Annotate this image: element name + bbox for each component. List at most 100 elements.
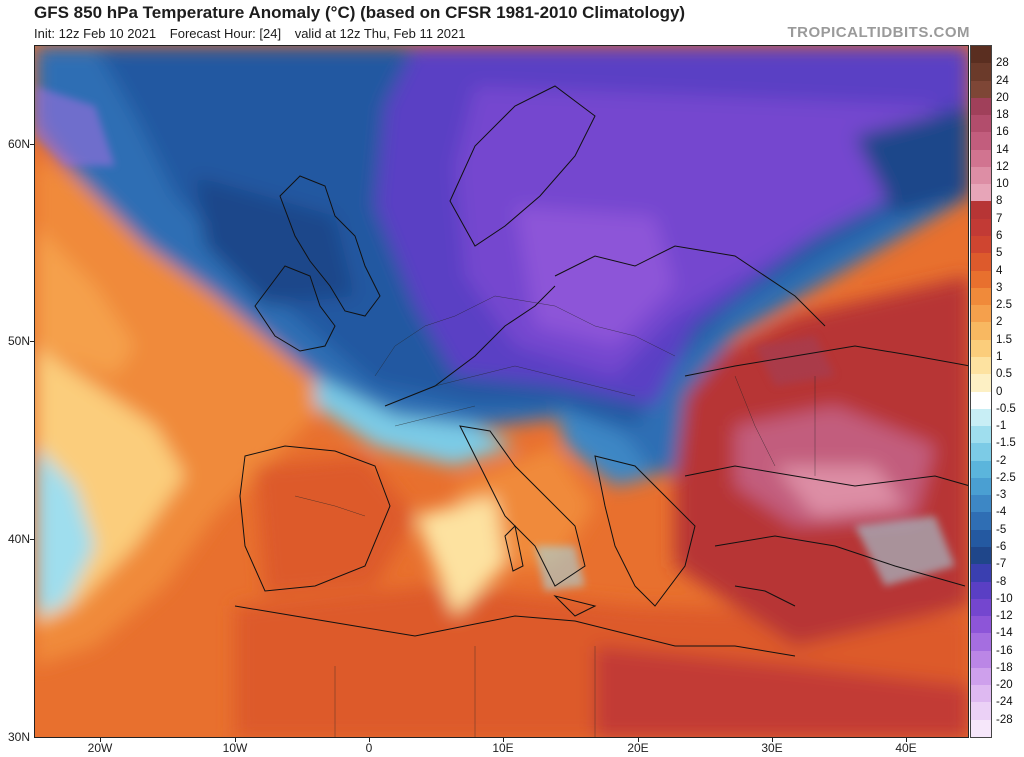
colorbar-cell bbox=[971, 132, 991, 151]
colorbar-cell bbox=[971, 702, 991, 721]
colorbar-label: -4 bbox=[996, 506, 1007, 519]
lon-label-10w: 10W bbox=[222, 741, 248, 755]
colorbar-cell bbox=[971, 236, 991, 254]
lat-tick bbox=[30, 539, 35, 540]
lon-label-20w: 20W bbox=[87, 741, 113, 755]
colorbar-cell bbox=[971, 529, 991, 548]
colorbar-cell bbox=[971, 287, 991, 306]
colorbar-label: 0.5 bbox=[996, 368, 1012, 381]
site-brand: TROPICALTIDBITS.COM bbox=[787, 24, 970, 41]
colorbar-label: 28 bbox=[996, 57, 1009, 70]
colorbar-cell bbox=[971, 305, 991, 323]
lat-label-60n: 60N bbox=[7, 137, 30, 151]
colorbar-label: -6 bbox=[996, 540, 1007, 553]
colorbar-label: -12 bbox=[996, 610, 1013, 623]
lon-tick bbox=[638, 738, 639, 742]
colorbar-label: 4 bbox=[996, 264, 1003, 277]
colorbar-cell bbox=[971, 477, 991, 496]
colorbar-label: -7 bbox=[996, 558, 1007, 571]
lon-label-0: 0 bbox=[365, 741, 373, 755]
colorbar-cell bbox=[971, 667, 991, 686]
lon-tick bbox=[100, 738, 101, 742]
anomaly-field bbox=[35, 46, 968, 737]
colorbar-cell bbox=[971, 63, 991, 82]
lat-tick bbox=[30, 144, 35, 145]
lon-tick bbox=[369, 738, 370, 742]
borders bbox=[294, 295, 816, 737]
lat-label-50n: 50N bbox=[7, 334, 30, 348]
valid-time: valid at 12z Thu, Feb 11 2021 bbox=[294, 26, 466, 41]
colorbar-label: -24 bbox=[996, 696, 1013, 709]
lat-tick bbox=[30, 341, 35, 342]
colorbar-label: 12 bbox=[996, 160, 1009, 173]
map-subtitle: Init: 12z Feb 10 2021 Forecast Hour: [24… bbox=[34, 26, 476, 41]
colorbar-cell bbox=[971, 322, 991, 341]
colorbar-cell bbox=[971, 546, 991, 565]
colorbar-cell bbox=[971, 616, 991, 634]
colorbar-label: -28 bbox=[996, 713, 1013, 726]
colorbar-cell bbox=[971, 184, 991, 202]
colorbar-cell bbox=[971, 46, 991, 64]
colorbar-cell bbox=[971, 443, 991, 462]
colorbar-cell bbox=[971, 115, 991, 133]
anomaly-map bbox=[34, 45, 969, 738]
colorbar-label: -1.5 bbox=[996, 437, 1016, 450]
colorbar-cell bbox=[971, 356, 991, 375]
colorbar-cell bbox=[971, 339, 991, 358]
colorbar-label: 5 bbox=[996, 247, 1003, 260]
colorbar-cell bbox=[971, 460, 991, 479]
lon-tick bbox=[772, 738, 773, 742]
colorbar-cell bbox=[971, 149, 991, 168]
coastlines bbox=[234, 85, 968, 657]
colorbar-label: 6 bbox=[996, 230, 1003, 243]
lon-tick bbox=[503, 738, 504, 742]
colorbar-label: -14 bbox=[996, 627, 1013, 640]
colorbar-label: -18 bbox=[996, 661, 1013, 674]
colorbar-label: 18 bbox=[996, 109, 1009, 122]
colorbar-label: 10 bbox=[996, 178, 1009, 191]
colorbar-cell bbox=[971, 650, 991, 669]
colorbar-label: -2 bbox=[996, 454, 1007, 467]
colorbar-label: -2.5 bbox=[996, 471, 1016, 484]
colorbar bbox=[970, 45, 992, 738]
colorbar-label: -8 bbox=[996, 575, 1007, 588]
colorbar-cell bbox=[971, 408, 991, 427]
lon-label-20e: 20E bbox=[627, 741, 649, 755]
colorbar-label: 2.5 bbox=[996, 299, 1012, 312]
colorbar-cell bbox=[971, 512, 991, 531]
init-time: Init: 12z Feb 10 2021 bbox=[34, 26, 157, 41]
colorbar-cell bbox=[971, 201, 991, 220]
lon-label-40e: 40E bbox=[895, 741, 917, 755]
colorbar-cell bbox=[971, 253, 991, 272]
colorbar-label: 2 bbox=[996, 316, 1003, 329]
colorbar-label: -0.5 bbox=[996, 402, 1016, 415]
colorbar-cell bbox=[971, 598, 991, 617]
colorbar-cell bbox=[971, 719, 991, 738]
colorbar-label: 24 bbox=[996, 74, 1009, 87]
colorbar-cell bbox=[971, 426, 991, 444]
colorbar-label: 7 bbox=[996, 212, 1003, 225]
lon-label-30e: 30E bbox=[761, 741, 783, 755]
colorbar-label: -16 bbox=[996, 644, 1013, 657]
colorbar-label: -3 bbox=[996, 489, 1007, 502]
colorbar-label: 1 bbox=[996, 350, 1003, 363]
colorbar-cell bbox=[971, 270, 991, 289]
colorbar-cell bbox=[971, 97, 991, 116]
colorbar-label: -20 bbox=[996, 679, 1013, 692]
colorbar-cell bbox=[971, 218, 991, 237]
colorbar-label: -1 bbox=[996, 420, 1007, 433]
colorbar-label: 20 bbox=[996, 91, 1009, 104]
colorbar-cell bbox=[971, 374, 991, 392]
map-title: GFS 850 hPa Temperature Anomaly (°C) (ba… bbox=[34, 3, 686, 22]
colorbar-label: -5 bbox=[996, 523, 1007, 536]
colorbar-cell bbox=[971, 495, 991, 513]
colorbar-cell bbox=[971, 633, 991, 652]
lat-label-40n: 40N bbox=[7, 532, 30, 546]
colorbar-label: -10 bbox=[996, 592, 1013, 605]
lat-label-30n: 30N bbox=[7, 730, 30, 744]
lon-tick bbox=[906, 738, 907, 742]
colorbar-cell bbox=[971, 581, 991, 600]
forecast-hour: Forecast Hour: [24] bbox=[169, 26, 282, 41]
colorbar-cell bbox=[971, 391, 991, 410]
colorbar-cell bbox=[971, 166, 991, 185]
